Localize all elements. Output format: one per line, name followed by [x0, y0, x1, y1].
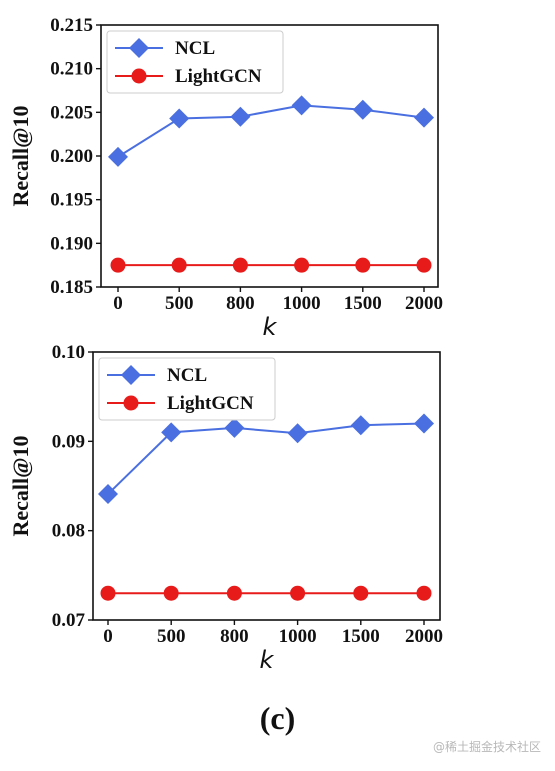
- y-tick-label: 0.08: [52, 521, 85, 542]
- legend-label: NCL: [175, 38, 215, 59]
- plot-frame: [92, 351, 441, 621]
- lightgcn-point: [171, 257, 187, 273]
- ncl-point: [108, 146, 128, 167]
- x-tick-label: 2000: [405, 293, 443, 314]
- x-tick-label: 1500: [342, 626, 380, 647]
- legend-box: [98, 357, 276, 421]
- legend-marker-ncl: [129, 38, 149, 58]
- y-tick-label: 0.190: [50, 233, 93, 254]
- lightgcn-point: [416, 257, 432, 273]
- legend-label: LightGCN: [167, 393, 254, 414]
- lightgcn-point: [355, 257, 371, 273]
- y-tick-label: 0.195: [50, 190, 93, 211]
- ncl-point: [414, 107, 434, 128]
- legend-label: LightGCN: [175, 66, 262, 87]
- x-tick-label: 1500: [344, 293, 382, 314]
- lightgcn-point: [294, 257, 310, 273]
- legend-box: [106, 30, 284, 94]
- lightgcn-point: [100, 585, 116, 601]
- lightgcn-point: [226, 585, 242, 601]
- ncl-point: [414, 413, 434, 434]
- ncl-point: [169, 108, 190, 129]
- chart-panel-2: 0.07 0.08 0.09 0.10 0 500 800 1000 1500 2000 k Reca…: [8, 342, 443, 674]
- y-tick-label: 0.210: [50, 59, 93, 80]
- lightgcn-point: [110, 257, 126, 273]
- figure-caption: (c): [259, 700, 296, 736]
- ncl-point: [287, 423, 308, 444]
- ncl-point: [98, 484, 118, 505]
- y-tick-label: 0.09: [52, 431, 85, 452]
- lightgcn-point: [163, 585, 179, 601]
- ncl-point: [350, 415, 371, 436]
- ncl-point: [352, 99, 373, 120]
- x-tick-label: 0: [103, 626, 113, 647]
- x-tick-label: 1000: [283, 293, 321, 314]
- x-axis-label: k: [260, 646, 275, 674]
- ncl-point: [230, 106, 251, 127]
- lightgcn-point: [232, 257, 248, 273]
- ncl-point: [224, 417, 245, 438]
- series-line-ncl: [117, 104, 425, 158]
- y-tick-label: 0.200: [50, 146, 93, 167]
- x-tick-label: 500: [157, 626, 186, 647]
- y-tick-label: 0.205: [50, 102, 93, 123]
- x-axis-label: k: [263, 313, 278, 341]
- y-tick-label: 0.07: [52, 610, 86, 631]
- x-tick-label: 500: [165, 293, 194, 314]
- series-line-ncl: [107, 422, 425, 495]
- lightgcn-point: [353, 585, 369, 601]
- watermark-text: @稀土掘金技术社区: [432, 740, 541, 754]
- y-tick-label: 0.215: [50, 15, 93, 36]
- x-tick-label: 800: [226, 293, 255, 314]
- x-tick-label: 0: [113, 293, 123, 314]
- y-tick-label: 0.10: [52, 342, 85, 363]
- legend-label: NCL: [167, 365, 207, 386]
- x-tick-label: 1000: [279, 626, 317, 647]
- ncl-point: [291, 95, 312, 116]
- lightgcn-point: [290, 585, 306, 601]
- x-tick-label: 2000: [405, 626, 443, 647]
- y-axis-label: Recall@10: [8, 105, 33, 206]
- y-axis-label: Recall@10: [8, 435, 33, 536]
- lightgcn-point: [416, 585, 432, 601]
- chart-panel-1: 0.185 0.190 0.195 0.200 0.205 0.210 0.215 0 500 8…: [8, 15, 443, 341]
- x-tick-label: 800: [220, 626, 249, 647]
- ncl-point: [161, 422, 182, 443]
- y-tick-label: 0.185: [50, 277, 93, 298]
- legend-marker-ncl: [121, 365, 141, 385]
- legend-marker-lightgcn: [123, 395, 139, 411]
- legend-marker-lightgcn: [131, 68, 147, 84]
